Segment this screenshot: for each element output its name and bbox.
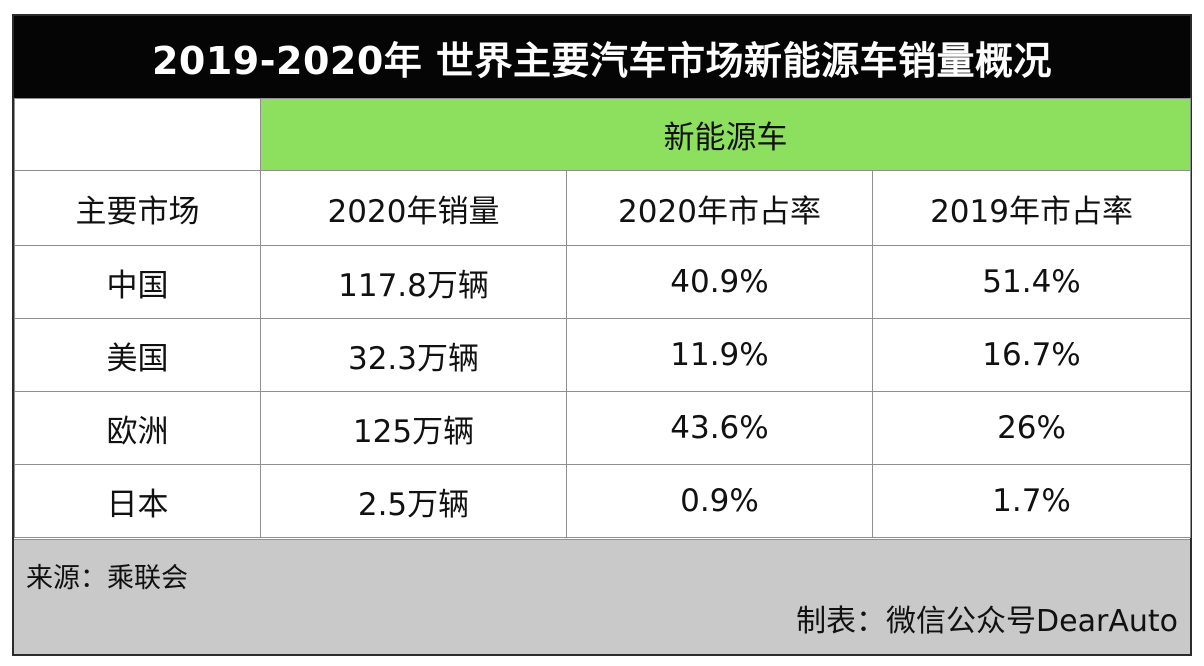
column-header-sales-2020: 2020年销量	[260, 170, 567, 246]
column-header-market: 主要市场	[14, 170, 261, 246]
cell-share-2019: 51.4%	[871, 245, 1192, 319]
table-row: 美国 32.3万辆 11.9% 16.7%	[14, 318, 1192, 392]
cell-share-2020: 0.9%	[566, 464, 873, 538]
table-row: 中国 117.8万辆 40.9% 51.4%	[14, 245, 1192, 319]
cell-market: 中国	[14, 245, 261, 319]
group-header-label: 新能源车	[259, 98, 1192, 171]
cell-sales-2020: 32.3万辆	[260, 318, 567, 392]
cell-sales-2020: 117.8万辆	[260, 245, 567, 319]
cell-market: 欧洲	[14, 391, 261, 465]
table-row: 欧洲 125万辆 43.6% 26%	[14, 391, 1192, 465]
table-title: 2019-2020年 世界主要汽车市场新能源车销量概况	[14, 16, 1190, 98]
cell-market: 日本	[14, 464, 261, 538]
cell-sales-2020: 2.5万辆	[260, 464, 567, 538]
table-frame: 2019-2020年 世界主要汽车市场新能源车销量概况 新能源车 主要市场 20…	[12, 14, 1192, 656]
group-header-row: 新能源车	[14, 98, 1192, 171]
cell-share-2019: 26%	[871, 391, 1192, 465]
table-row: 日本 2.5万辆 0.9% 1.7%	[14, 464, 1192, 538]
group-header-blank	[14, 98, 261, 171]
table-footer: 来源：乘联会 制表：微信公众号DearAuto	[14, 539, 1190, 654]
column-header-share-2019: 2019年市占率	[871, 170, 1192, 246]
column-header-share-2020: 2020年市占率	[566, 170, 873, 246]
cell-share-2020: 43.6%	[566, 391, 873, 465]
maker-note: 制表：微信公众号DearAuto	[796, 604, 1178, 639]
cell-share-2020: 11.9%	[566, 318, 873, 392]
column-header-row: 主要市场 2020年销量 2020年市占率 2019年市占率	[14, 170, 1192, 246]
cell-sales-2020: 125万辆	[260, 391, 567, 465]
source-note: 来源：乘联会	[26, 563, 188, 594]
cell-share-2019: 1.7%	[871, 464, 1192, 538]
cell-share-2020: 40.9%	[566, 245, 873, 319]
sales-table: 新能源车 主要市场 2020年销量 2020年市占率 2019年市占率 中国 1…	[14, 98, 1192, 538]
cell-share-2019: 16.7%	[871, 318, 1192, 392]
cell-market: 美国	[14, 318, 261, 392]
